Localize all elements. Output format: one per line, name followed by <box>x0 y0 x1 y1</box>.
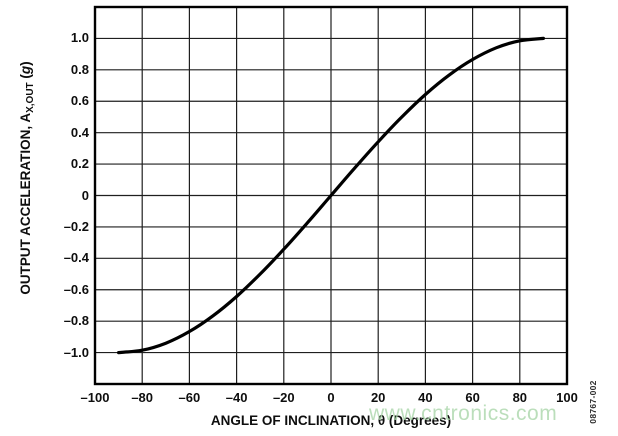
y-tick-label: 0 <box>81 187 89 203</box>
y-tick-label: 0.8 <box>70 61 89 77</box>
x-axis-title: ANGLE OF INCLINATION, θ (Degrees) <box>210 413 452 428</box>
y-tick-label: –0.4 <box>63 250 89 266</box>
x-tick-label: 40 <box>418 390 433 405</box>
plot-border <box>93 5 569 386</box>
x-tick-label: 100 <box>556 390 578 405</box>
y-axis-title: OUTPUT ACCELERATION, AX,OUT (g) <box>18 0 36 358</box>
y-axis-title-subscript: X,OUT <box>25 82 36 113</box>
x-tick-label: –80 <box>131 390 154 405</box>
y-axis-unit-open: ( <box>18 74 33 83</box>
x-tick-label: 80 <box>512 390 528 405</box>
y-tick-label: –0.6 <box>63 281 89 297</box>
data-curve-sine <box>117 36 545 355</box>
x-tick-label: 0 <box>327 390 335 405</box>
y-tick-label: 0.4 <box>70 124 89 140</box>
y-tick-label: –0.2 <box>63 218 89 234</box>
y-tick-label: –0.8 <box>63 313 89 329</box>
x-tick-label: 20 <box>370 390 386 405</box>
y-axis-title-main: OUTPUT ACCELERATION, A <box>18 112 33 295</box>
y-tick-label: 0.6 <box>70 93 89 109</box>
y-tick-label: 0.2 <box>70 156 89 172</box>
y-tick-label: 1.0 <box>70 30 89 46</box>
x-tick-label: –100 <box>80 390 110 405</box>
x-tick-label: –60 <box>178 390 201 405</box>
x-tick-label: 60 <box>465 390 480 405</box>
x-tick-label: –40 <box>225 390 248 405</box>
figure-number-label: 08767-002 <box>588 380 598 424</box>
y-axis-unit-g: g <box>18 65 33 75</box>
y-tick-label: –1.0 <box>63 344 89 360</box>
y-axis-unit-close: ) <box>18 61 33 66</box>
watermark-text: www.cntronics.com <box>369 402 558 425</box>
x-tick-label: –20 <box>272 390 295 405</box>
